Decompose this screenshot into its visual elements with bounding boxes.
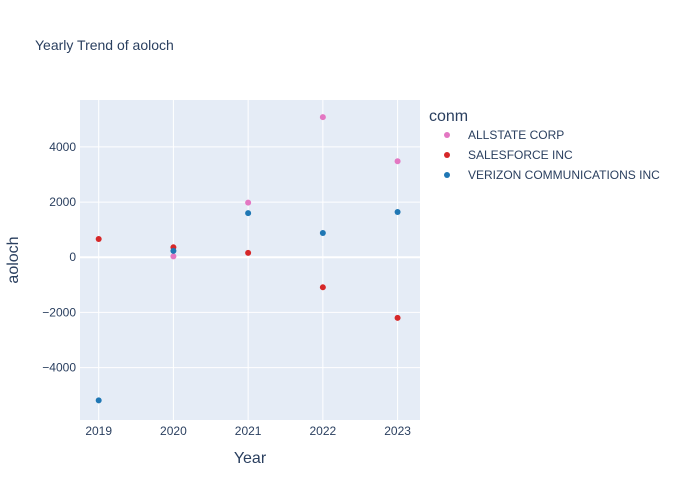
- y-axis-title: aoloch: [5, 236, 22, 283]
- data-point: [95, 236, 102, 243]
- y-tick-label: −4000: [42, 361, 76, 375]
- legend-item-label: SALESFORCE INC: [468, 148, 573, 162]
- chart-title: Yearly Trend of aoloch: [35, 37, 174, 53]
- x-tick-label: 2023: [384, 424, 411, 438]
- y-tick-label: 2000: [49, 195, 76, 209]
- data-points: [95, 114, 401, 404]
- legend-marker: [444, 152, 450, 158]
- data-point: [394, 314, 401, 321]
- x-tick-label: 2020: [160, 424, 187, 438]
- x-tick-label: 2021: [235, 424, 262, 438]
- x-tick-labels: 2019 2020 2021 2022 2023: [85, 424, 411, 438]
- y-tick-label: 0: [69, 250, 76, 264]
- y-tick-label: 4000: [49, 140, 76, 154]
- data-point: [394, 209, 401, 215]
- x-tick-label: 2022: [310, 424, 337, 438]
- data-point: [245, 199, 252, 206]
- data-point: [245, 249, 252, 256]
- y-tick-labels: −4000 −2000 0 2000 4000: [42, 140, 76, 375]
- legend-marker: [444, 172, 450, 178]
- data-point: [245, 210, 252, 217]
- x-axis-title: Year: [234, 450, 267, 467]
- data-point: [95, 397, 102, 404]
- data-point: [319, 229, 326, 236]
- legend-item-label: VERIZON COMMUNICATIONS INC: [468, 168, 660, 182]
- data-point: [394, 158, 401, 165]
- legend-item-label: ALLSTATE CORP: [468, 128, 564, 142]
- y-tick-label: −2000: [42, 305, 76, 319]
- data-point: [170, 247, 177, 254]
- data-point: [319, 114, 326, 121]
- legend-title: conm: [429, 108, 468, 125]
- data-point: [319, 284, 326, 291]
- plot-area: [80, 100, 420, 420]
- legend: conm ALLSTATE CORP SALESFORCE INC VERIZON …: [429, 108, 660, 182]
- legend-marker: [444, 132, 450, 138]
- data-point: [170, 253, 177, 260]
- x-tick-label: 2019: [85, 424, 112, 438]
